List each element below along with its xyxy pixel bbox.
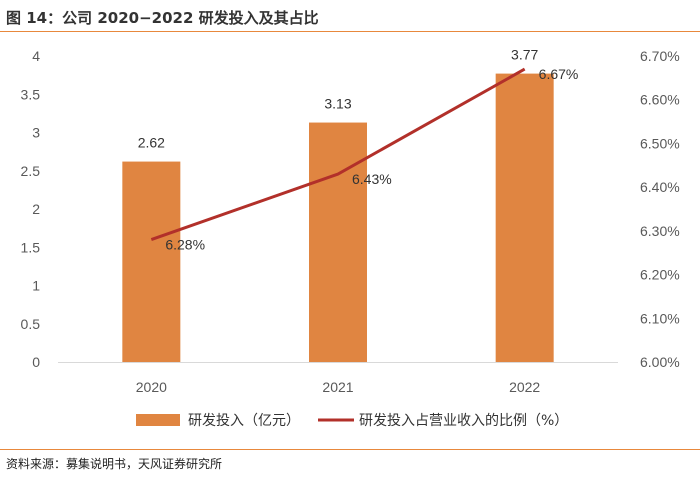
left-axis-tick-label: 1 — [32, 278, 40, 294]
right-axis-tick-label: 6.50% — [640, 135, 680, 151]
right-axis-tick-label: 6.70% — [640, 48, 680, 64]
left-axis-tick-label: 0.5 — [21, 316, 41, 332]
left-axis-tick-label: 2 — [32, 201, 40, 217]
x-axis-ticks: 2020 2021 2022 — [136, 379, 541, 395]
bar-2022 — [495, 73, 554, 362]
x-axis-tick-label: 2022 — [509, 379, 540, 395]
left-axis-tick-label: 3.5 — [21, 86, 41, 102]
legend-line-label: 研发投入占营业收入的比例（%） — [359, 413, 568, 429]
left-axis-tick-label: 3 — [32, 125, 40, 141]
combo-chart: 00.511.522.533.54 6.00%6.10%6.20%6.30%6.… — [21, 47, 680, 429]
source-divider — [0, 449, 700, 450]
bar-value-label: 2.62 — [138, 135, 165, 151]
right-axis-ticks: 6.00% 6.10% 6.20% 6.30% 6.40% 6.50% 6.60% 6.70% — [640, 48, 680, 370]
legend-bar-label: 研发投入（亿元） — [188, 413, 300, 429]
left-axis-tick-label: 0 — [32, 354, 40, 370]
left-axis-tick-label: 2.5 — [21, 163, 41, 179]
title-divider — [0, 31, 700, 32]
source-note: 资料来源：募集说明书，天风证券研究所 — [6, 457, 223, 471]
right-axis-tick-label: 6.60% — [640, 92, 680, 108]
right-axis-tick-label: 6.20% — [640, 267, 680, 283]
left-axis-ticks: 0 0.5 1 1.5 2 2.5 3 3.5 4 — [21, 48, 41, 370]
figure-title: 图 14：公司 2020−2022 研发投入及其占比 — [6, 9, 319, 27]
legend: 研发投入（亿元） 研发投入占营业收入的比例（%） — [136, 413, 568, 429]
left-axis-tick-label: 1.5 — [21, 239, 41, 255]
bar-2020 — [122, 161, 181, 362]
x-axis-tick-label: 2021 — [322, 379, 353, 395]
left-axis-tick-label: 4 — [32, 48, 40, 64]
bar-series — [122, 73, 554, 363]
ratio-line — [150, 67, 526, 242]
line-data-labels: 6.28% 6.43% 6.67% — [165, 66, 578, 252]
line-value-label: 6.28% — [165, 237, 205, 253]
bar-data-labels: 2.62 3.13 3.77 — [138, 47, 539, 151]
line-value-label: 6.43% — [352, 171, 392, 187]
legend-bar-swatch — [136, 414, 180, 426]
bar-value-label: 3.77 — [511, 47, 538, 63]
x-axis-tick-label: 2020 — [136, 379, 167, 395]
right-axis-tick-label: 6.10% — [640, 310, 680, 326]
bar-value-label: 3.13 — [324, 96, 351, 112]
line-value-label: 6.67% — [539, 66, 579, 82]
bar-2021 — [309, 122, 367, 363]
right-axis-tick-label: 6.40% — [640, 179, 680, 195]
right-axis-tick-label: 6.30% — [640, 223, 680, 239]
right-axis-tick-label: 6.00% — [640, 354, 680, 370]
